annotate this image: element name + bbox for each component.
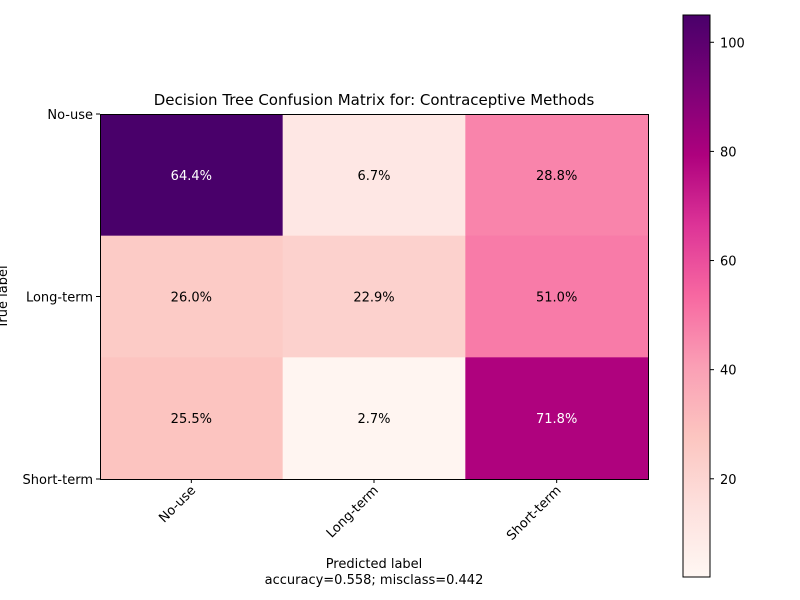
heatmap-cell	[465, 114, 649, 237]
heatmap-cell	[282, 357, 466, 480]
heatmap-cell	[282, 235, 466, 358]
heatmap-cells	[100, 114, 649, 480]
colorbar-tick-label: 80	[720, 145, 737, 160]
cell-value-label: 71.8%	[536, 412, 577, 427]
heatmap-cell	[282, 114, 466, 237]
y-axis-ticks: No-use Long-term Short-term	[23, 108, 100, 488]
colorbar-tick-label: 100	[720, 36, 745, 51]
cell-value-label: 64.4%	[171, 169, 212, 184]
x-tick-label: Short-term	[504, 483, 564, 543]
heatmap-cell	[100, 235, 284, 358]
heatmap-cell-labels: 64.4% 6.7% 28.8% 26.0% 22.9% 51.0% 25.5% 2.7% 71…	[171, 169, 578, 427]
heatmap-cell	[100, 114, 284, 237]
cell-value-label: 51.0%	[536, 291, 577, 306]
colorbar-tick-label: 40	[720, 364, 737, 379]
chart-title: Decision Tree Confusion Matrix for: Cont…	[154, 91, 595, 109]
x-axis-ticks: No-use Long-term Short-term	[156, 479, 564, 544]
heatmap-cell	[100, 357, 284, 480]
y-tick-label: No-use	[47, 108, 93, 123]
colorbar-tick-label: 20	[720, 473, 737, 488]
cell-value-label: 6.7%	[357, 169, 390, 184]
heatmap-cell	[465, 357, 649, 480]
y-tick-label: Short-term	[23, 473, 93, 488]
cell-value-label: 28.8%	[536, 169, 577, 184]
x-tick-label: No-use	[156, 483, 199, 526]
colorbar	[682, 14, 711, 578]
x-axis-label: Predicted label	[326, 557, 423, 572]
heatmap-cell	[465, 235, 649, 358]
cell-value-label: 25.5%	[171, 412, 212, 427]
cell-value-label: 2.7%	[357, 412, 390, 427]
colorbar-tick-label: 60	[720, 255, 737, 270]
colorbar-ticks: 20 40 60 80 100	[710, 36, 745, 488]
cell-value-label: 26.0%	[171, 291, 212, 306]
x-axis-sublabel: accuracy=0.558; misclass=0.442	[265, 573, 484, 588]
y-tick-label: Long-term	[26, 291, 93, 306]
y-axis-label: True label	[0, 265, 11, 329]
x-tick-label: Long-term	[324, 483, 382, 541]
cell-value-label: 22.9%	[353, 291, 394, 306]
